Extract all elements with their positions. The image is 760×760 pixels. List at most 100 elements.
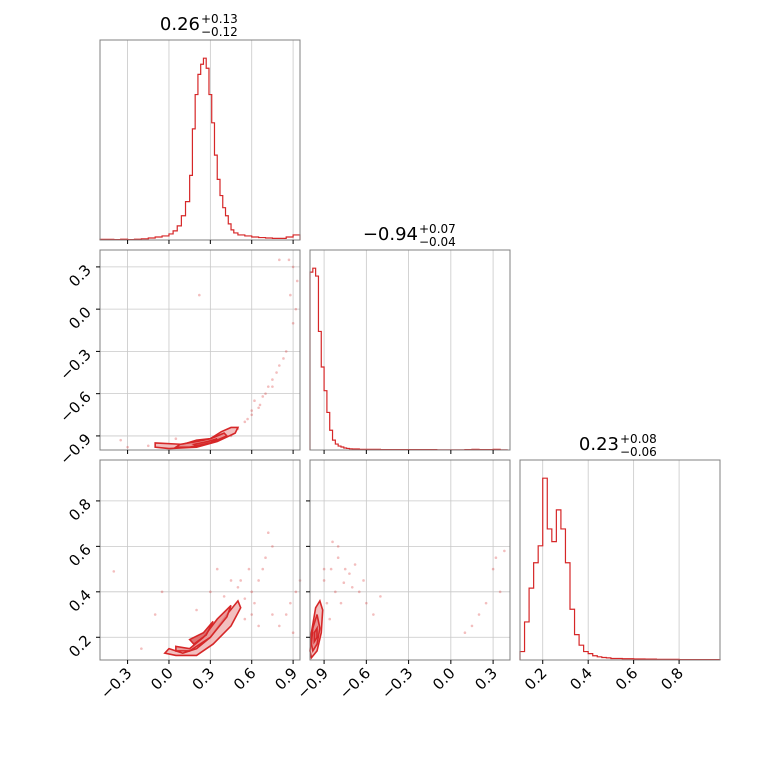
- histogram-param2-panel: [309, 249, 511, 454]
- sample-point-4: [350, 585, 354, 589]
- sample-point-3: [257, 579, 260, 582]
- sample-point-9: [365, 601, 368, 605]
- sample-point-27: [258, 403, 262, 407]
- x-tick-label-0: −0.3: [97, 664, 135, 702]
- sample-point-25: [209, 590, 212, 594]
- sample-point-20: [140, 647, 143, 650]
- sample-point-8: [284, 613, 288, 616]
- sample-point-23: [261, 567, 265, 571]
- sample-point-18: [484, 601, 488, 605]
- histogram-frame: [309, 249, 511, 451]
- sample-point-24: [278, 258, 281, 262]
- sample-point-0: [112, 570, 116, 573]
- sample-point-13: [146, 444, 150, 448]
- scatter-param2-vs-param3-panel: −0.9 −0.6 −0.3 0.0 0.3: [293, 459, 511, 703]
- sample-point-26: [250, 409, 254, 412]
- sample-point-4: [284, 350, 288, 353]
- sample-point-9: [287, 258, 291, 262]
- y-tick-label-2: 0.6: [65, 540, 95, 570]
- density-contour-2: [191, 437, 218, 447]
- sample-point-11: [243, 420, 247, 424]
- sample-point-7: [291, 631, 295, 635]
- sample-point-3: [343, 567, 347, 571]
- title-param2-value: −0.94: [363, 224, 418, 245]
- sample-point-18: [266, 385, 270, 388]
- title-param3-lower: −0.06: [620, 445, 657, 459]
- sample-point-11: [348, 572, 351, 575]
- sample-point-23: [322, 567, 326, 571]
- sample-point-19: [246, 417, 249, 421]
- sample-point-17: [243, 617, 247, 621]
- sample-point-19: [222, 595, 226, 598]
- x-tick-label-0: −0.9: [293, 664, 331, 702]
- sample-point-21: [253, 601, 256, 605]
- sample-point-29: [247, 567, 251, 571]
- sample-point-16: [198, 293, 201, 297]
- sample-point-12: [339, 601, 343, 605]
- histogram-frame: [519, 459, 721, 661]
- title-param3-value: 0.23: [579, 434, 619, 455]
- sample-point-5: [357, 590, 361, 594]
- y-tick-label-3: 0.0: [65, 303, 95, 333]
- sample-point-10: [250, 413, 254, 417]
- histogram-param1-panel: [99, 39, 301, 244]
- sample-point-8: [325, 601, 329, 605]
- sample-point-24: [331, 540, 334, 544]
- y-tick-label-0: −0.9: [56, 430, 94, 468]
- sample-point-17: [253, 399, 256, 403]
- title-param1-upper: +0.13: [201, 12, 238, 26]
- sample-point-17: [498, 590, 502, 594]
- sample-point-26: [503, 549, 506, 553]
- sample-point-2: [271, 378, 274, 381]
- sample-point-22: [353, 563, 357, 566]
- sample-point-16: [278, 624, 281, 628]
- histogram-step-line: [519, 477, 721, 661]
- sample-point-22: [282, 357, 285, 360]
- sample-point-16: [494, 556, 498, 560]
- histogram-param3-panel: 0.2 0.4 0.6 0.8: [519, 459, 721, 694]
- sample-point-15: [491, 567, 495, 571]
- sample-point-15: [257, 624, 260, 628]
- sample-point-27: [271, 613, 274, 616]
- x-tick-label-3: 0.0: [429, 664, 459, 694]
- sample-point-4: [264, 556, 267, 560]
- sample-point-21: [342, 581, 346, 585]
- sample-point-13: [153, 613, 157, 616]
- scatter-frame: [99, 459, 301, 661]
- title-param1: 0.26: [160, 14, 200, 35]
- x-tick-label-3: 0.6: [230, 664, 260, 694]
- x-tick-label-1: 0.4: [566, 664, 596, 694]
- y-tick-label-3: 0.8: [65, 495, 95, 525]
- sample-point-19: [379, 595, 382, 598]
- sample-point-0: [257, 406, 260, 410]
- sample-point-6: [266, 531, 270, 535]
- sample-point-7: [334, 590, 337, 594]
- sample-point-5: [291, 321, 295, 325]
- x-tick-label-1: 0.0: [147, 664, 177, 694]
- sample-point-1: [329, 567, 333, 571]
- sample-point-20: [328, 617, 332, 621]
- title-param3-upper: +0.08: [620, 432, 657, 446]
- sample-point-26: [195, 608, 198, 612]
- sample-point-24: [289, 601, 292, 605]
- sample-point-15: [126, 445, 129, 449]
- histogram-step-line: [309, 267, 508, 451]
- sample-point-6: [289, 293, 292, 297]
- sample-point-10: [250, 613, 254, 616]
- x-tick-label-4: 0.3: [471, 664, 501, 694]
- y-tick-label-0: 0.2: [65, 631, 95, 661]
- sample-point-22: [239, 579, 242, 582]
- y-tick-label-1: 0.4: [65, 586, 95, 616]
- sample-point-9: [294, 590, 298, 594]
- sample-point-11: [236, 585, 240, 589]
- scatter-frame: [99, 249, 301, 451]
- density-contour-2: [188, 620, 214, 646]
- sample-point-10: [372, 613, 375, 616]
- y-tick-label-1: −0.6: [56, 388, 94, 426]
- sample-point-21: [275, 371, 278, 374]
- density-contour-2: [313, 625, 318, 645]
- title-param2-upper: +0.07: [419, 222, 456, 236]
- title-param1-lower: −0.12: [201, 25, 238, 39]
- title-param3: 0.23: [579, 434, 619, 455]
